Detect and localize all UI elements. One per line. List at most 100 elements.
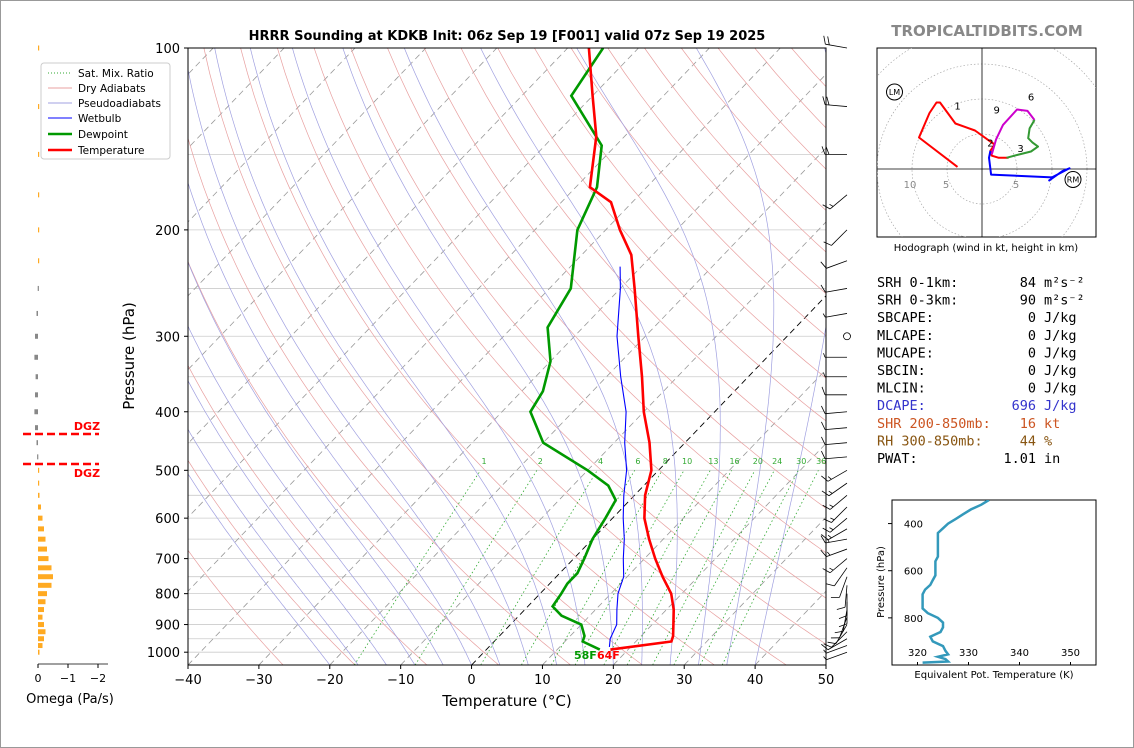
theta-e-ticks: 320 330 340 350 400 600 800 — [888, 520, 1080, 665]
y-tick-label: 300 — [155, 330, 180, 345]
wind-barb — [822, 96, 848, 107]
x-tick-label: −20 — [316, 673, 343, 688]
storm-motion-marker — [886, 83, 903, 101]
hodo-segment — [918, 101, 996, 168]
index-value: 0 — [1028, 310, 1036, 326]
wind-barb — [823, 35, 848, 49]
moist-adiabat — [292, 48, 586, 665]
moist-adiabat-lines — [188, 48, 826, 665]
dgz-upper-label: DGZ — [74, 420, 100, 433]
omega-bar — [38, 480, 40, 486]
omega-bar — [38, 515, 43, 521]
omega-bar — [38, 614, 43, 620]
theta-e-panel: 320 330 340 350 400 600 800 Equivalent Pot. Te… — [876, 499, 1097, 681]
skewt-background-lines — [188, 48, 826, 665]
omega-bar — [38, 591, 47, 597]
theta-x-tick-label: 350 — [1061, 648, 1080, 659]
dry-adiabat — [203, 48, 643, 665]
omega-bar — [37, 454, 39, 460]
y-tick-label: 1000 — [147, 646, 180, 661]
index-label: SRH 0-1km: — [877, 275, 958, 291]
isotherm-line — [613, 442, 826, 665]
wind-barb — [822, 313, 848, 318]
omega-bar — [35, 425, 38, 431]
index-value: 0 — [1028, 328, 1036, 344]
hodograph-panel: 10 5 5 LM RM 1 2 3 6 9 Hodograph (wind in kt, … — [876, 47, 1097, 254]
legend-box — [40, 62, 171, 160]
mixing-ratio-label: 8 — [663, 457, 668, 466]
legend-label: Sat. Mix. Ratio — [78, 68, 154, 80]
dry-adiabat — [188, 364, 428, 665]
brand-watermark: TROPICALTIDBITS.COM — [891, 22, 1083, 40]
temperature-axis-ticks: −40 −30 −20 −10 0 10 20 30 40 50 — [174, 665, 834, 688]
omega-bar — [38, 192, 40, 198]
mixing-ratio-line — [652, 470, 756, 665]
omega-bar — [38, 649, 40, 655]
dry-adiabat — [460, 48, 826, 465]
index-label: DCAPE: — [877, 398, 926, 414]
wind-barb — [821, 482, 848, 497]
isotherm-line — [400, 221, 826, 665]
wind-barb — [843, 332, 851, 341]
mixing-ratio-line — [480, 470, 598, 665]
index-row: DCAPE: 696 J/kg — [877, 398, 1077, 414]
index-label: PWAT: — [877, 451, 918, 467]
isobar-lines — [188, 48, 826, 665]
omega-bar — [38, 504, 41, 510]
theta-e-line — [921, 500, 990, 664]
moist-adiabat — [188, 181, 472, 665]
omega-bar — [38, 546, 47, 552]
index-unit: m²s⁻² — [1044, 275, 1085, 291]
moist-adiabat — [695, 48, 775, 665]
isotherm-line — [188, 48, 568, 445]
temperature-line — [587, 48, 676, 651]
omega-bar — [38, 258, 40, 264]
storm-motion-label: RM — [1067, 176, 1080, 185]
theta-e-ylabel: Pressure (hPa) — [876, 546, 887, 618]
wind-barb — [826, 567, 848, 587]
dry-adiabat — [188, 137, 571, 665]
dry-adiabat — [423, 48, 826, 509]
index-label: MUCAPE: — [877, 345, 934, 361]
mixing-ratio-line — [721, 470, 819, 665]
mixing-ratio-label: 20 — [753, 457, 763, 466]
mixing-ratio-labels: 1 2 4 6 8 10 13 16 20 24 30 36 — [482, 457, 827, 466]
wind-barb — [821, 638, 848, 651]
dry-adiabat — [188, 459, 356, 665]
hodo-ring-label: 5 — [1013, 180, 1019, 191]
omega-bar — [36, 440, 38, 446]
omega-bar — [38, 151, 40, 157]
height-label: 6 — [1028, 92, 1034, 103]
isotherm-line — [188, 48, 427, 297]
wind-barb — [838, 601, 848, 628]
mixing-ratio-line — [550, 470, 663, 665]
wind-barb — [836, 585, 848, 610]
x-tick-label: 50 — [818, 673, 835, 688]
wind-barb — [823, 372, 847, 378]
dry-adiabat — [277, 48, 787, 665]
omega-bar — [34, 409, 38, 415]
index-label: RH 300-850mb: — [877, 433, 983, 449]
y-tick-label: 200 — [155, 224, 180, 239]
omega-bar — [38, 622, 44, 628]
wind-barb — [823, 631, 848, 648]
theta-e-xlabel: Equivalent Pot. Temperature (K) — [914, 670, 1073, 681]
wind-barb — [820, 284, 848, 293]
isotherm-line — [188, 48, 356, 223]
hodo-ring-label: 10 — [904, 180, 917, 191]
x-tick-label: 10 — [534, 673, 551, 688]
isotherm-line — [683, 516, 826, 665]
hodograph-markers: LM RM 1 2 3 6 9 — [886, 83, 1082, 188]
index-row: MLCIN: 0 J/kg — [877, 381, 1077, 397]
legend-label: Pseudoadiabats — [78, 98, 161, 110]
wind-barbs — [820, 35, 851, 661]
isotherm-line — [188, 48, 639, 518]
surface-dewpoint-label: 58F — [574, 649, 597, 662]
moist-adiabat — [403, 48, 643, 665]
moist-adiabat — [188, 473, 331, 665]
index-value: 696 — [1012, 398, 1036, 414]
omega-bar — [38, 227, 40, 233]
index-value: 90 — [1020, 293, 1036, 309]
mixing-ratio-line — [353, 470, 481, 665]
moist-adiabat — [576, 48, 721, 665]
